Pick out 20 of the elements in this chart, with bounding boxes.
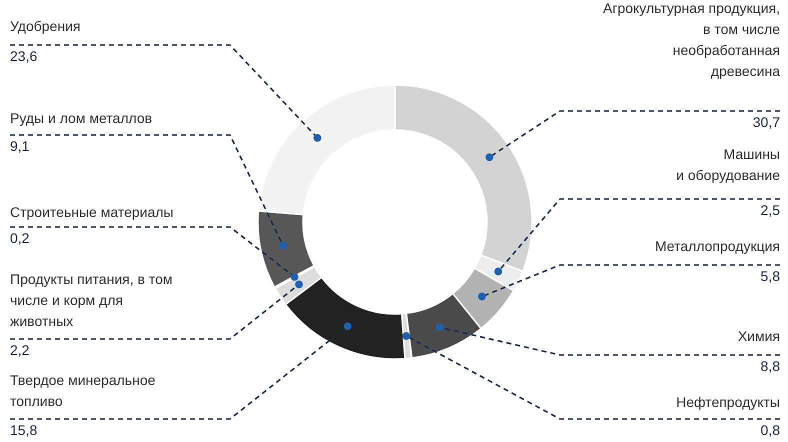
data-label: 30,7	[752, 114, 780, 130]
slice-label: Металлопродукция	[654, 238, 780, 254]
slice-label: Продукты питания, в том числе и корм для животных	[10, 271, 172, 329]
data-label: 2,2	[10, 342, 30, 358]
data-label: 2,5	[760, 202, 780, 218]
data-label: 15,8	[10, 422, 38, 438]
slice-label: Машины и оборудование	[676, 146, 780, 183]
slice-label: Агрокультурная продукция, в том числе необработанная древесина	[603, 0, 780, 79]
data-label: 8,8	[760, 358, 780, 374]
slice-label: Нефтепродукты	[676, 394, 780, 410]
slice-label: Удобрения	[10, 18, 80, 34]
slice-label: Руды и лом металлов	[10, 110, 152, 126]
data-label: 0,8	[760, 422, 780, 438]
slice-label: Твердое минеральное топливо	[10, 372, 156, 409]
data-label: 5,8	[760, 268, 780, 284]
data-label: 9,1	[10, 138, 30, 154]
slice-label: Химия	[738, 328, 780, 344]
data-label: 0,2	[10, 230, 30, 246]
data-label: 23,6	[10, 48, 38, 64]
slice-label: Строитеьные материалы	[10, 204, 174, 220]
